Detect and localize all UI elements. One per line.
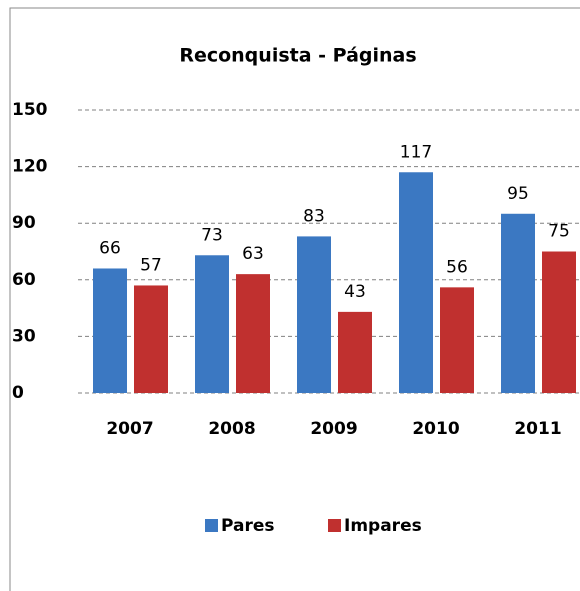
x-tick-label: 2011 (514, 419, 561, 439)
legend-label: Pares (221, 516, 275, 536)
x-tick-label: 2008 (208, 419, 255, 439)
bar (195, 255, 229, 393)
bar (542, 251, 576, 393)
value-label: 57 (140, 255, 162, 275)
x-tick-label: 2009 (310, 419, 357, 439)
y-tick-label: 30 (12, 326, 36, 346)
bar (338, 311, 372, 393)
value-label: 83 (303, 206, 325, 226)
bar (134, 285, 168, 393)
y-tick-label: 60 (12, 270, 36, 290)
value-label: 56 (446, 257, 468, 277)
y-tick-label: 90 (12, 213, 36, 233)
y-tick-label: 0 (12, 383, 24, 403)
x-tick-label: 2010 (412, 419, 459, 439)
y-tick-label: 120 (12, 157, 48, 177)
bar (93, 268, 127, 393)
value-label: 95 (507, 184, 529, 204)
legend-swatch (328, 519, 341, 532)
value-label: 75 (548, 222, 570, 242)
bar (440, 287, 474, 393)
bar (501, 213, 535, 393)
value-label: 63 (242, 244, 264, 264)
x-tick-label: 2007 (106, 419, 153, 439)
bar (399, 172, 433, 393)
bar (236, 274, 270, 393)
bar (297, 236, 331, 393)
legend-label: Impares (344, 516, 422, 536)
legend-swatch (205, 519, 218, 532)
chart-title: Reconquista - Páginas (179, 45, 416, 67)
value-label: 73 (201, 225, 223, 245)
value-label: 66 (99, 238, 121, 258)
value-label: 43 (344, 282, 366, 302)
value-label: 117 (400, 142, 432, 162)
y-tick-label: 150 (12, 100, 48, 120)
